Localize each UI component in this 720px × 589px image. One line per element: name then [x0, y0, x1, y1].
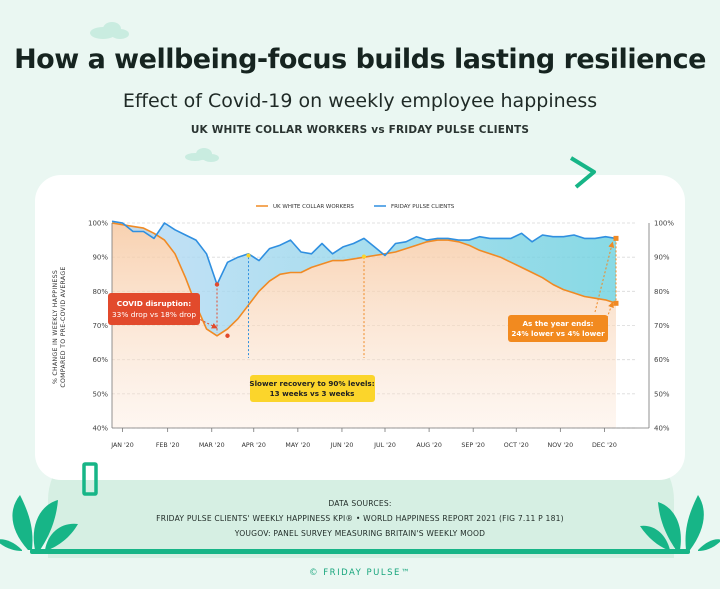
- bracket-icon: [569, 156, 596, 189]
- legend-label: UK WHITE COLLAR WORKERS: [273, 204, 354, 210]
- sources-line-2: YOUGOV: PANEL SURVEY MEASURING BRITAIN'S…: [234, 529, 486, 538]
- yearend-annotation-text: As the year ends:: [522, 319, 593, 328]
- covid-annotation-box: [108, 293, 200, 325]
- yearend-annotation-text: 24% lower vs 4% lower: [511, 329, 605, 338]
- yearend-point-friday: [613, 235, 619, 241]
- y-tick-label: 40%: [92, 425, 108, 433]
- sources-line-1: FRIDAY PULSE CLIENTS' WEEKLY HAPPINESS K…: [156, 514, 564, 523]
- y-axis-label: % CHANGE IN WEEKLY HAPPINESSCOMPARED TO …: [52, 266, 67, 387]
- recovery-annotation-box: [250, 375, 375, 402]
- y-tick-label: 60%: [92, 356, 108, 364]
- y-tick-label-right: 50%: [654, 390, 670, 398]
- ground-line: [30, 549, 690, 554]
- x-tick-label: MAR '20: [199, 442, 225, 449]
- plant-left-icon: [0, 495, 78, 551]
- annotations: COVID disruption: 33% drop vs 18% drop Slo…: [108, 235, 619, 402]
- x-tick-label: APR '20: [242, 442, 266, 449]
- recovery-annotation-text: Slower recovery to 90% levels:: [249, 379, 374, 388]
- y-tick-label-right: 60%: [654, 356, 670, 364]
- comparison-heading: UK WHITE COLLAR WORKERS vs FRIDAY PULSE …: [190, 124, 530, 136]
- bracket-icon-2: [82, 462, 98, 496]
- x-tick-label: JUN '20: [329, 442, 353, 449]
- covid-point-friday: [214, 282, 220, 287]
- x-tick-label: OCT '20: [504, 442, 529, 449]
- yearend-point-uk: [613, 300, 619, 306]
- legend: UK WHITE COLLAR WORKERS FRIDAY PULSE CLIE…: [256, 204, 455, 210]
- covid-point-uk: [225, 333, 230, 338]
- yearend-arrow-uk: [606, 301, 614, 319]
- page-subtitle: Effect of Covid-19 on weekly employee ha…: [122, 90, 598, 112]
- x-tick-label: FEB '20: [156, 442, 180, 449]
- x-tick-label: JUL '20: [373, 442, 396, 449]
- recovery-annotation-text: 13 weeks vs 3 weeks: [270, 389, 355, 398]
- plant-right-icon: [640, 495, 720, 551]
- x-tick-label: AUG '20: [416, 442, 442, 449]
- cloud-icon-2: [185, 148, 219, 162]
- gap-area: [112, 221, 616, 336]
- y-tick-label: 50%: [92, 390, 108, 398]
- recovery-point-friday: [246, 253, 251, 258]
- legend-label: FRIDAY PULSE CLIENTS: [391, 204, 455, 210]
- x-tick-label: NOV '20: [548, 442, 574, 449]
- covid-annotation-text: COVID disruption:: [117, 299, 192, 308]
- x-tick-label: SEP '20: [461, 442, 485, 449]
- recovery-point-uk: [362, 254, 366, 259]
- y-tick-label: 90%: [92, 254, 108, 262]
- footer-brand: © FRIDAY PULSE™: [309, 568, 411, 578]
- yearend-annotation-box: [508, 315, 608, 342]
- x-tick-label: DEC '20: [592, 442, 617, 449]
- page-title: How a wellbeing-focus builds lasting res…: [14, 44, 706, 75]
- y-tick-label-right: 70%: [654, 322, 670, 330]
- x-tick-label: JAN '20: [110, 442, 134, 449]
- y-tick-label-right: 40%: [654, 425, 670, 433]
- cloud-icon: [90, 22, 129, 39]
- y-tick-label: 70%: [92, 322, 108, 330]
- covid-annotation-text: 33% drop vs 18% drop: [112, 310, 196, 319]
- sources-heading: DATA SOURCES:: [328, 499, 392, 508]
- y-tick-label: 80%: [92, 288, 108, 296]
- x-tick-label: MAY '20: [285, 442, 310, 449]
- friday-series-line: [111, 220, 617, 286]
- y-tick-label-right: 80%: [654, 288, 670, 296]
- y-tick-label: 100%: [88, 220, 108, 228]
- y-tick-label-right: 100%: [654, 220, 674, 228]
- axes: 40% 40% 50% 50% 60% 60% 70% 70% 80% 80% 90% 90% 100%…: [88, 220, 674, 450]
- y-tick-label-right: 90%: [654, 254, 670, 262]
